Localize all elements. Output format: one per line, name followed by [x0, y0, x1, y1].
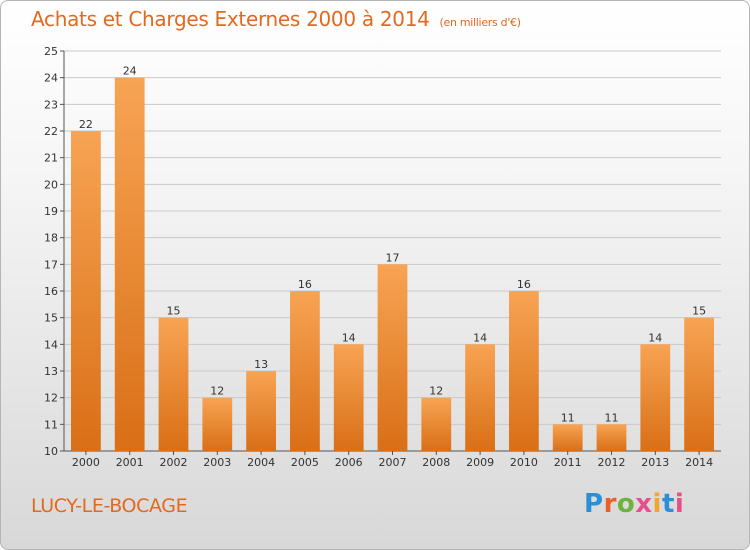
x-tick-label: 2013 [641, 456, 669, 469]
bar [421, 397, 452, 451]
y-tick-label: 17 [44, 258, 58, 271]
logo-letter: t [661, 489, 675, 519]
chart-subtitle: (en milliers d'€) [439, 16, 521, 29]
chart-title: Achats et Charges Externes 2000 à 2014 (e… [31, 7, 521, 31]
bar [246, 371, 276, 451]
y-tick-label: 25 [44, 45, 58, 58]
logo-letter: r [603, 489, 617, 519]
bar [71, 131, 101, 451]
bar [377, 264, 408, 451]
labels: 22 2000 24 2001 15 2002 12 2003 13 2004 16 2005 14 20… [72, 65, 713, 469]
x-tick-label: 2007 [379, 456, 407, 469]
data-label: 15 [692, 305, 706, 318]
data-label: 12 [429, 385, 443, 398]
x-tick-label: 2010 [510, 456, 538, 469]
proxiti-logo[interactable]: Proxiti [584, 489, 684, 519]
logo-letter: i [652, 489, 662, 519]
y-tick-label: 21 [44, 152, 58, 165]
y-tick-label: 16 [44, 285, 58, 298]
x-tick-label: 2002 [160, 456, 188, 469]
data-label: 15 [167, 305, 181, 318]
bar [684, 317, 714, 451]
y-tick-label: 13 [44, 365, 58, 378]
data-label: 16 [298, 278, 312, 291]
x-tick-label: 2008 [422, 456, 450, 469]
bar [114, 77, 145, 452]
bar [596, 424, 627, 451]
y-tick-label: 22 [44, 125, 58, 138]
x-tick-label: 2005 [291, 456, 319, 469]
y-tick-label: 11 [44, 418, 58, 431]
bars [71, 77, 714, 452]
y-tick-label: 14 [44, 338, 58, 351]
logo-letter: x [635, 489, 653, 519]
x-tick-label: 2001 [116, 456, 144, 469]
x-tick-label: 2014 [685, 456, 713, 469]
bar [640, 344, 671, 451]
data-label: 13 [254, 358, 268, 371]
data-label: 14 [342, 331, 356, 344]
y-tick-label: 10 [44, 445, 58, 458]
bar [552, 424, 583, 451]
y-tick-label: 15 [44, 312, 58, 325]
y-tick-label: 23 [44, 98, 58, 111]
chart-title-text: Achats et Charges Externes 2000 à 2014 [31, 7, 430, 31]
commune-name: LUCY-LE-BOCAGE [31, 495, 188, 517]
bar [202, 397, 233, 451]
x-tick-label: 2003 [203, 456, 231, 469]
data-label: 14 [473, 331, 487, 344]
y-tick-label: 12 [44, 392, 58, 405]
bar [290, 291, 320, 451]
logo-letter: o [616, 489, 636, 519]
bar [509, 291, 539, 451]
y-tick-label: 19 [44, 205, 58, 218]
logo-letter: i [674, 489, 685, 519]
x-tick-label: 2011 [554, 456, 582, 469]
x-tick-label: 2004 [247, 456, 275, 469]
y-tick-label: 24 [44, 72, 58, 85]
data-label: 17 [386, 251, 400, 264]
bar [465, 344, 495, 451]
x-tick-label: 2012 [598, 456, 626, 469]
logo-letter: P [584, 489, 604, 519]
data-label: 22 [79, 118, 93, 131]
data-label: 11 [605, 411, 619, 424]
data-label: 14 [648, 331, 662, 344]
y-tick-label: 20 [44, 178, 58, 191]
x-tick-label: 2000 [72, 456, 100, 469]
x-tick-label: 2009 [466, 456, 494, 469]
bar [333, 344, 364, 451]
bar [158, 317, 189, 451]
x-tick-label: 2006 [335, 456, 363, 469]
data-label: 16 [517, 278, 531, 291]
data-label: 11 [561, 411, 575, 424]
data-label: 12 [210, 385, 224, 398]
data-label: 24 [123, 65, 137, 78]
y-tick-label: 18 [44, 232, 58, 245]
